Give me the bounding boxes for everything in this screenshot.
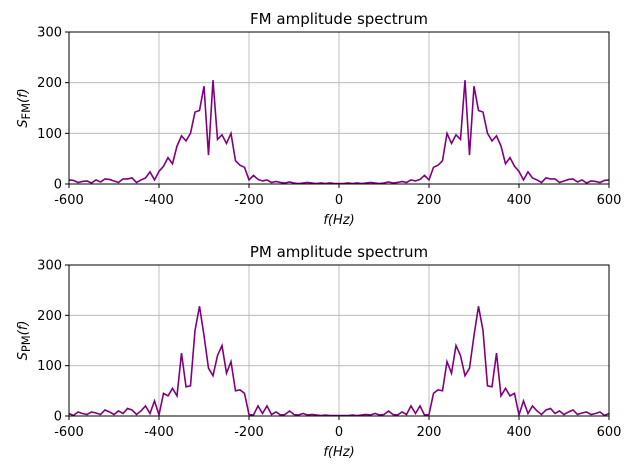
x-tick-label: -200 <box>234 425 264 440</box>
y-tick-label: 300 <box>37 259 62 274</box>
x-tick-label: -200 <box>234 193 264 208</box>
x-tick-label: 600 <box>597 193 622 208</box>
y-label-arg: (f) <box>16 321 31 336</box>
x-tick-label: -400 <box>144 193 174 208</box>
y-tick-label: 0 <box>54 178 62 193</box>
x-tick-label: 600 <box>597 425 622 440</box>
y-tick-label: 200 <box>37 309 62 324</box>
y-axis-label: SFM(f) <box>16 88 33 128</box>
y-label-symbol: S <box>16 352 31 360</box>
y-label-subscript: PM <box>19 335 33 352</box>
axes-frame <box>68 264 610 417</box>
y-tick-label: 100 <box>37 127 62 142</box>
x-tick-label: 200 <box>417 193 442 208</box>
y-label-subscript: FM <box>19 103 33 120</box>
y-tick-label: 300 <box>37 26 62 41</box>
axes-frame <box>68 31 610 185</box>
y-axis-label: SPM(f) <box>16 321 33 361</box>
y-tick-label: 200 <box>37 76 62 91</box>
x-tick-label: 200 <box>417 425 442 440</box>
x-axis-label: f(Hz) <box>323 445 354 460</box>
chart-title: PM amplitude spectrum <box>250 243 428 261</box>
chart-title: FM amplitude spectrum <box>250 10 428 28</box>
x-tick-label: -600 <box>54 193 84 208</box>
y-label-arg: (f) <box>16 88 31 103</box>
data-line <box>68 306 610 419</box>
x-tick-label: 0 <box>335 425 343 440</box>
x-tick-label: 400 <box>507 193 532 208</box>
y-tick-label: 100 <box>37 359 62 374</box>
data-line <box>68 80 610 185</box>
x-tick-label: -600 <box>54 425 84 440</box>
y-label-symbol: S <box>16 120 31 128</box>
x-tick-label: 400 <box>507 425 532 440</box>
y-tick-label: 0 <box>54 410 62 425</box>
x-tick-label: -400 <box>144 425 174 440</box>
x-axis-label: f(Hz) <box>323 213 354 228</box>
x-tick-label: 0 <box>335 193 343 208</box>
